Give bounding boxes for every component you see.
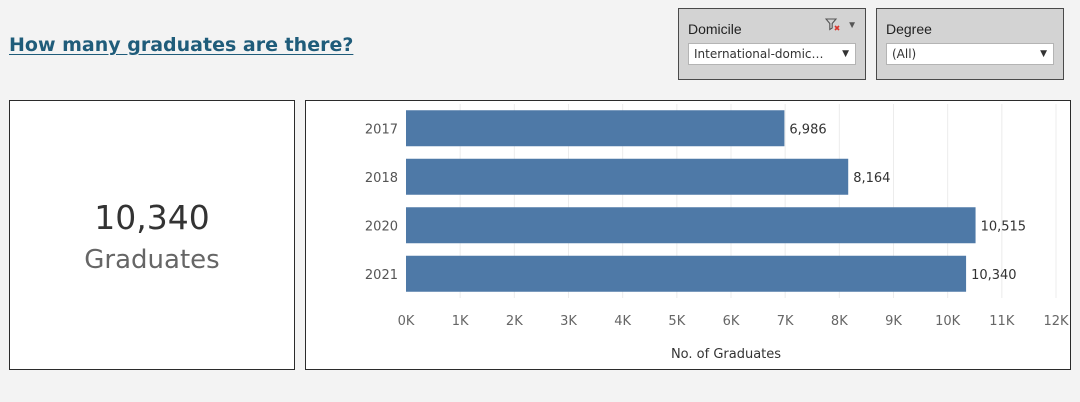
x-tick-label: 6K — [723, 314, 740, 329]
bar-value-label: 10,515 — [981, 219, 1027, 234]
chevron-down-icon: ▼ — [1040, 49, 1047, 59]
x-tick-label: 1K — [452, 314, 469, 329]
x-tick-label: 2K — [506, 314, 523, 329]
bar-2020 — [406, 207, 976, 244]
bar-2021 — [406, 255, 967, 292]
degree-filter-label: Degree — [886, 21, 932, 37]
domicile-filter: Domicile ▼ International-domic… ▼ — [678, 8, 866, 80]
degree-select-value: (All) — [892, 47, 917, 61]
page-title[interactable]: How many graduates are there? — [9, 34, 354, 56]
filter-menu-icon[interactable]: ▼ — [847, 19, 857, 31]
bar-value-label: 6,986 — [789, 122, 826, 137]
x-tick-label: 7K — [777, 314, 794, 329]
x-axis-title: No. of Graduates — [671, 347, 781, 362]
domicile-select[interactable]: International-domic… ▼ — [688, 43, 856, 65]
bar-value-label: 8,164 — [853, 171, 890, 186]
bar-2018 — [406, 158, 849, 195]
category-label-2020: 2020 — [365, 219, 398, 234]
x-tick-label: 4K — [614, 314, 631, 329]
kpi-value: 10,340 — [94, 198, 210, 237]
chart-canvas: 6,986 2017 8,164 2018 10,515 2020 10,340 2021 0K… — [365, 104, 1069, 362]
graduates-bar-chart: 6,986 2017 8,164 2018 10,515 2020 10,340 2021 0K… — [305, 100, 1071, 370]
x-tick-label: 10K — [935, 314, 961, 329]
x-tick-label: 3K — [560, 314, 577, 329]
bar-2017 — [406, 110, 785, 147]
degree-select[interactable]: (All) ▼ — [886, 43, 1054, 65]
domicile-select-value: International-domic… — [694, 47, 824, 61]
degree-filter: Degree (All) ▼ — [876, 8, 1064, 80]
kpi-card: 10,340 Graduates — [9, 100, 295, 370]
category-label-2018: 2018 — [365, 171, 398, 186]
category-label-2017: 2017 — [365, 122, 398, 137]
bar-value-label: 10,340 — [971, 268, 1017, 283]
chevron-down-icon: ▼ — [842, 49, 849, 59]
x-tick-label: 8K — [831, 314, 848, 329]
x-tick-label: 5K — [668, 314, 685, 329]
x-tick-label: 9K — [885, 314, 902, 329]
kpi-unit: Graduates — [84, 245, 220, 275]
clear-filter-icon[interactable] — [825, 18, 841, 32]
category-label-2021: 2021 — [365, 268, 398, 283]
x-tick-label: 12K — [1043, 314, 1069, 329]
x-tick-label: 0K — [398, 314, 415, 329]
x-tick-label: 11K — [989, 314, 1015, 329]
domicile-filter-label: Domicile — [688, 21, 742, 37]
